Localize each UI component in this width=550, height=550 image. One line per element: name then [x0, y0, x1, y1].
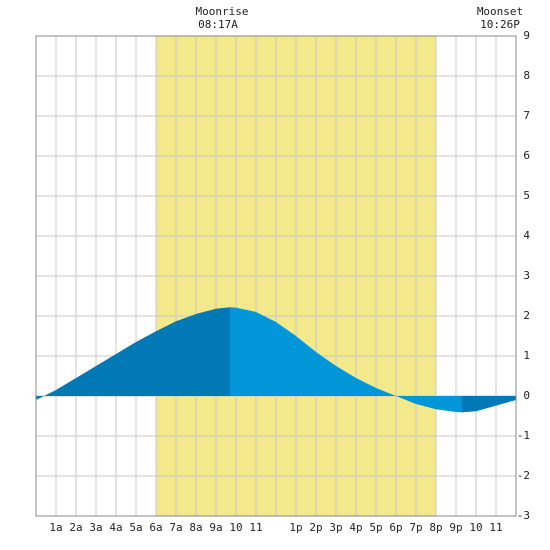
y-tick-label: -3 — [517, 509, 530, 522]
x-tick-label: 11 — [249, 521, 262, 534]
y-tick-label: 2 — [523, 309, 530, 322]
x-tick-label: 5p — [369, 521, 382, 534]
moonrise-label: Moonrise — [196, 5, 249, 18]
y-tick-label: -1 — [517, 429, 530, 442]
x-tick-label: 4p — [349, 521, 362, 534]
x-tick-label: 11 — [489, 521, 502, 534]
x-tick-label: 1p — [289, 521, 302, 534]
y-tick-label: 9 — [523, 29, 530, 42]
tide-layer — [36, 307, 516, 413]
x-tick-label: 4a — [109, 521, 122, 534]
x-tick-label: 8p — [429, 521, 442, 534]
y-tick-label: 5 — [523, 189, 530, 202]
y-tick-label: -2 — [517, 469, 530, 482]
label-layer: 1a 2a 3a 4a 5a 6a 7a 8a 9a 10 11 1p 2p 3p 4p 5p 6p 7p 8p 9p… — [49, 29, 530, 534]
moonrise-time: 08:17A — [198, 18, 238, 31]
x-tick-label: 5a — [129, 521, 142, 534]
y-tick-label: 8 — [523, 69, 530, 82]
x-tick-label: 6a — [149, 521, 162, 534]
y-tick-label: 4 — [523, 229, 530, 242]
x-tick-label: 2p — [309, 521, 322, 534]
y-tick-label: 1 — [523, 349, 530, 362]
x-tick-label: 7p — [409, 521, 422, 534]
tide-area — [36, 307, 230, 400]
x-tick-label: 10 — [229, 521, 242, 534]
y-tick-label: 3 — [523, 269, 530, 282]
y-tick-label: 0 — [523, 389, 530, 402]
y-tick-label: 7 — [523, 109, 530, 122]
x-tick-label: 9a — [209, 521, 222, 534]
x-tick-label: 2a — [69, 521, 82, 534]
tide-area — [230, 307, 462, 413]
moonset-label: Moonset — [477, 5, 523, 18]
y-tick-label: 6 — [523, 149, 530, 162]
x-tick-label: 3p — [329, 521, 342, 534]
x-tick-label: 3a — [89, 521, 102, 534]
x-tick-label: 6p — [389, 521, 402, 534]
plot-frame — [35, 35, 517, 517]
tide-area — [462, 396, 516, 413]
x-tick-label: 9p — [449, 521, 462, 534]
grid-layer — [36, 35, 516, 517]
x-tick-label: 7a — [169, 521, 182, 534]
moonset-time: 10:26P — [480, 18, 520, 31]
x-tick-label: 10 — [469, 521, 482, 534]
x-tick-label: 8a — [189, 521, 202, 534]
x-tick-label: 1a — [49, 521, 62, 534]
